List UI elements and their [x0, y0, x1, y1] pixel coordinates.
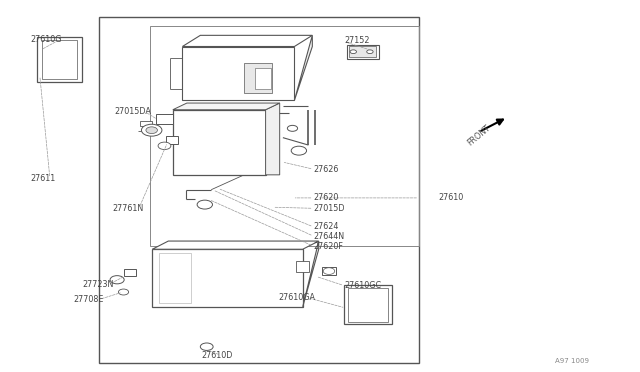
Circle shape: [141, 124, 162, 136]
Text: 27723N: 27723N: [82, 280, 113, 289]
Bar: [173, 110, 266, 175]
Circle shape: [110, 276, 124, 284]
Circle shape: [158, 142, 171, 150]
Text: 27015DA: 27015DA: [114, 107, 151, 116]
Bar: [348, 288, 388, 322]
Bar: [124, 269, 136, 276]
Bar: [37, 37, 82, 82]
Bar: [42, 40, 77, 79]
Text: 27015D: 27015D: [314, 204, 345, 213]
Text: 27620F: 27620F: [314, 242, 344, 251]
Circle shape: [350, 50, 356, 54]
Text: 27610D: 27610D: [202, 351, 233, 360]
Bar: [322, 267, 336, 275]
Polygon shape: [294, 35, 312, 100]
Circle shape: [291, 146, 307, 155]
Bar: [159, 253, 191, 303]
Text: 27610GC: 27610GC: [344, 281, 381, 290]
Text: 27610GA: 27610GA: [278, 293, 316, 302]
Text: 27708E: 27708E: [74, 295, 104, 304]
Circle shape: [146, 127, 157, 134]
Bar: [99, 17, 419, 363]
Bar: [152, 249, 303, 307]
Circle shape: [197, 200, 212, 209]
Polygon shape: [182, 35, 312, 46]
Bar: [349, 46, 376, 57]
Bar: [244, 63, 272, 93]
Text: 27610G: 27610G: [31, 35, 62, 44]
Text: 27152: 27152: [344, 36, 370, 45]
Text: 27626: 27626: [314, 165, 339, 174]
Bar: [156, 114, 173, 124]
Circle shape: [287, 125, 298, 131]
Bar: [182, 46, 294, 100]
Bar: [347, 45, 379, 59]
Text: FRONT: FRONT: [466, 124, 492, 148]
Polygon shape: [303, 241, 319, 307]
Text: 27610: 27610: [438, 193, 463, 202]
Text: A97 1009: A97 1009: [555, 358, 589, 364]
Circle shape: [323, 268, 335, 275]
Text: 27761N: 27761N: [112, 204, 143, 213]
Text: 27620: 27620: [314, 193, 339, 202]
Bar: [150, 26, 419, 246]
Polygon shape: [173, 103, 280, 110]
Text: 27624: 27624: [314, 222, 339, 231]
Text: 27611: 27611: [31, 174, 56, 183]
Circle shape: [200, 343, 213, 350]
Bar: [344, 285, 392, 324]
Text: 27644N: 27644N: [314, 232, 345, 241]
Circle shape: [367, 50, 373, 54]
Bar: [296, 261, 309, 272]
Bar: [140, 121, 152, 126]
Circle shape: [118, 289, 129, 295]
Bar: [255, 68, 271, 89]
Polygon shape: [266, 103, 280, 175]
Bar: [166, 136, 178, 144]
Polygon shape: [152, 241, 319, 249]
